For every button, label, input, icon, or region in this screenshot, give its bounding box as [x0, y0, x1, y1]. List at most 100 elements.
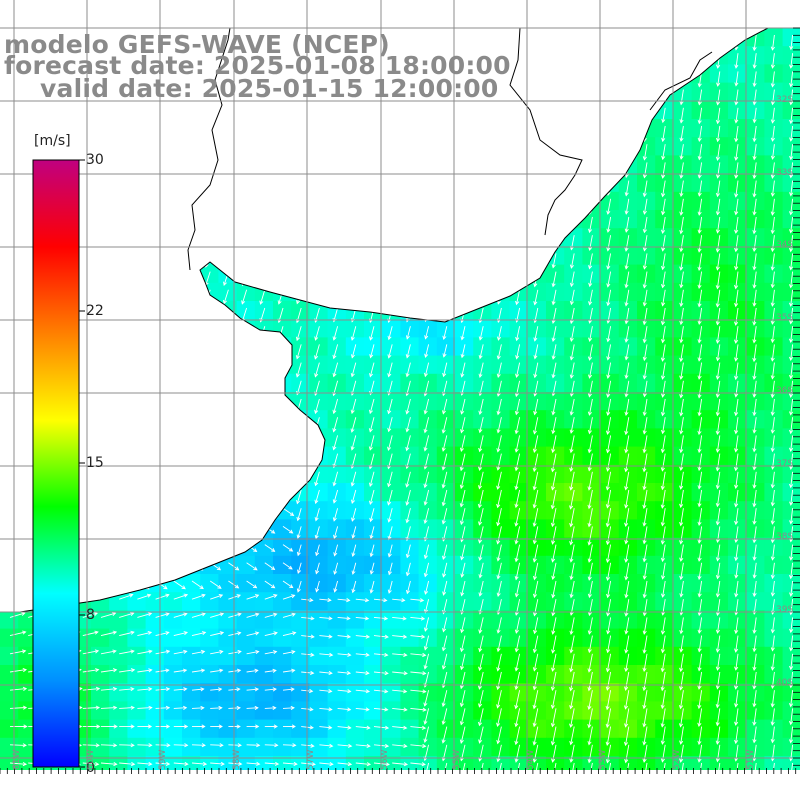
- wind-cell: [236, 665, 256, 684]
- wind-cell: [782, 119, 800, 138]
- wind-cell: [236, 574, 256, 593]
- wind-arrow-head: [697, 83, 702, 88]
- wind-cell: [400, 610, 420, 630]
- wind-arrow-head: [661, 118, 666, 124]
- wind-arrow: [752, 53, 757, 69]
- wind-cell: [91, 737, 110, 757]
- wind-cell: [782, 355, 800, 375]
- wind-arrow-head: [679, 100, 684, 106]
- wind-cell: [782, 282, 800, 302]
- wind-arrow-head: [715, 119, 721, 125]
- wind-cell: [291, 592, 310, 611]
- wind-arrow-head: [752, 101, 757, 106]
- wind-cell: [327, 610, 347, 630]
- wind-arrow: [734, 89, 739, 106]
- wind-cell: [200, 701, 219, 721]
- wind-cell: [782, 719, 800, 739]
- wind-arrow-head: [789, 119, 794, 125]
- wind-cell: [782, 628, 800, 648]
- wind-cell: [436, 756, 456, 770]
- wind-cell: [400, 683, 420, 702]
- wind-cell: [182, 646, 201, 666]
- wind-cell: [582, 756, 602, 770]
- wind-cell: [109, 719, 128, 739]
- wind-cell: [254, 683, 274, 702]
- wind-cell: [145, 719, 165, 739]
- wind-arrow: [789, 34, 794, 51]
- wind-arrow: [715, 107, 721, 125]
- wind-cell: [218, 756, 238, 770]
- wind-arrow-head: [716, 82, 721, 87]
- wind-cell: [273, 683, 292, 702]
- wind-cell: [400, 665, 420, 684]
- wind-cell: [782, 319, 800, 338]
- wind-cell: [182, 610, 201, 630]
- wind-cell: [236, 628, 256, 648]
- wind-arrow: [697, 89, 703, 106]
- wind-cell: [782, 701, 800, 721]
- wind-cell: [345, 719, 365, 739]
- wind-arrow-shaft: [662, 107, 666, 123]
- wind-cell: [782, 100, 800, 120]
- wind-cell: [236, 683, 256, 702]
- wind-cell: [182, 737, 201, 757]
- wind-cell: [18, 701, 37, 721]
- wind-cell: [309, 646, 329, 666]
- wind-arrow-head: [789, 45, 794, 51]
- wind-cell: [291, 737, 310, 757]
- wind-cell: [218, 683, 238, 702]
- wind-cell: [400, 592, 420, 611]
- wind-cell: [309, 610, 329, 630]
- wind-cell: [218, 719, 238, 739]
- wind-cell: [782, 137, 800, 156]
- wind-arrow-head: [752, 46, 757, 52]
- wind-arrow-head: [770, 64, 775, 69]
- wind-cell: [618, 756, 638, 770]
- wind-cell: [345, 756, 365, 770]
- wind-cell: [327, 737, 347, 757]
- wind-cell: [236, 555, 256, 575]
- wind-cell: [382, 610, 401, 630]
- wind-arrow: [734, 71, 739, 87]
- wind-cell: [291, 683, 310, 702]
- wind-arrow: [697, 107, 703, 125]
- wind-cell: [127, 756, 147, 770]
- wind-cell: [236, 592, 256, 611]
- wind-cell: [382, 719, 401, 739]
- wind-arrow-shaft: [680, 89, 684, 105]
- wind-cell: [182, 683, 201, 702]
- wind-cell: [218, 665, 238, 684]
- wind-cell: [364, 592, 383, 611]
- wind-arrow-shaft: [717, 107, 721, 124]
- wind-cell: [91, 628, 110, 648]
- wind-cell: [473, 756, 492, 770]
- wind-cell: [364, 646, 383, 666]
- wind-cell: [345, 665, 365, 684]
- wind-cell: [254, 701, 274, 721]
- wind-cell: [782, 592, 800, 611]
- wind-cell: [0, 665, 19, 684]
- wind-cell: [145, 610, 165, 630]
- wind-cell: [782, 64, 800, 84]
- wind-cell: [109, 683, 128, 702]
- wind-cell: [91, 701, 110, 721]
- wind-arrow-head: [734, 64, 739, 69]
- wind-cell: [364, 628, 383, 648]
- wind-cell: [782, 428, 800, 448]
- wind-cell: [309, 628, 329, 648]
- wind-cell: [327, 683, 347, 702]
- wind-cell: [382, 592, 401, 611]
- wind-arrow: [661, 107, 666, 124]
- wind-cell: [254, 719, 274, 739]
- wind-cell: [182, 719, 201, 739]
- wind-cell: [273, 555, 292, 575]
- wind-cell: [109, 665, 128, 684]
- wind-cell: [782, 737, 800, 757]
- wind-cell: [400, 756, 420, 770]
- wind-cell: [163, 756, 183, 770]
- wind-arrow-shaft: [772, 71, 775, 87]
- wind-cell: [364, 610, 383, 630]
- wind-cell: [273, 610, 292, 630]
- wind-arrow: [752, 89, 757, 106]
- wind-cell: [0, 719, 19, 739]
